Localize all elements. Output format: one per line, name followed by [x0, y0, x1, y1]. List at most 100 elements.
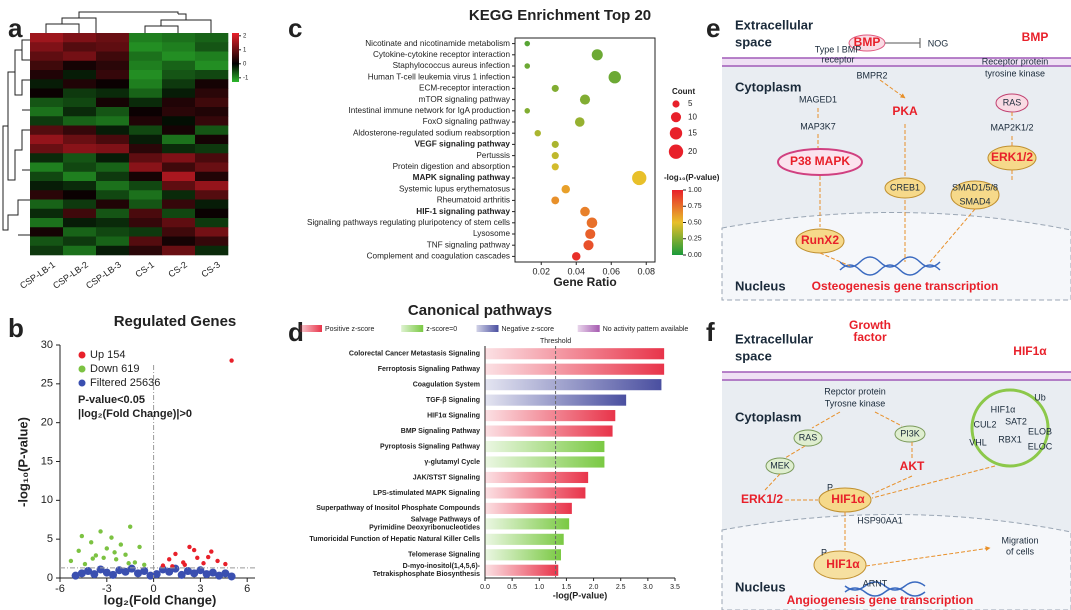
diagram-text: Ub — [1034, 392, 1046, 402]
heatmap-cell — [96, 218, 130, 228]
diagram-text: MAP3K7 — [800, 121, 836, 131]
y-tick-label: TGF-β Signaling — [426, 397, 480, 404]
heatmap-cell — [195, 236, 229, 247]
diagram-text: ERK1/2 — [991, 150, 1033, 164]
bar — [485, 348, 665, 360]
diagram-text: factor — [853, 330, 887, 344]
heatmap-cell — [195, 218, 229, 228]
diagram-text: BMP — [1022, 30, 1049, 44]
threshold-label: Threshold — [540, 338, 571, 345]
heatmap-cell — [30, 107, 64, 117]
heatmap-cell — [30, 218, 64, 228]
heatmap-cell — [63, 199, 97, 210]
diagram-text: ELOC — [1028, 441, 1053, 451]
y-tick-label: 25 — [41, 378, 53, 390]
heatmap-cell — [30, 134, 64, 145]
point — [127, 564, 136, 573]
x-tick-label: CS-1 — [133, 259, 156, 279]
heatmap-cell — [96, 70, 130, 80]
heatmap-cell — [129, 227, 163, 237]
point — [206, 554, 211, 560]
y-tick-label: Protein digestion and absorption — [393, 162, 511, 171]
heatmap-cell — [162, 218, 196, 228]
heatmap-cell — [96, 134, 130, 145]
legend-marker — [78, 351, 86, 359]
y-tick-label: LPS-stimulated MAPK Signaling — [373, 490, 480, 497]
point — [195, 555, 200, 561]
diagram-text: RBX1 — [998, 434, 1022, 444]
heatmap-cell — [195, 134, 229, 145]
y-tick-label: 0 — [47, 572, 53, 584]
diagram-text: AKT — [900, 459, 925, 473]
diagram-text: BMPR2 — [856, 70, 887, 80]
diagram-text: tyrosine kinase — [985, 68, 1045, 78]
heatmap-cell — [195, 181, 229, 191]
point — [167, 557, 172, 562]
panel-label: e — [706, 13, 720, 43]
diagram-text: Tyrosne kinase — [825, 398, 886, 408]
y-tick-label: 20 — [41, 417, 53, 429]
y-tick-label: Pyrimidine Deoxyribonucleotides — [369, 525, 480, 532]
bubble — [551, 196, 560, 205]
x-tick-label: 3.5 — [670, 584, 680, 591]
x-tick-label: CS-2 — [166, 259, 189, 279]
point — [76, 548, 81, 554]
diagram-text: Osteogenesis gene transcription — [812, 279, 999, 293]
point — [98, 529, 103, 534]
diagram-text: Nucleus — [735, 278, 786, 293]
diagram-text: BMP — [854, 35, 881, 49]
y-tick-label: γ-glutamyl Cycle — [424, 459, 480, 466]
panel-label: b — [8, 313, 24, 343]
heatmap-cell — [96, 181, 130, 191]
diagram-text: receptor — [821, 54, 854, 64]
heatmap-cell — [195, 107, 229, 117]
heatmap-cell — [162, 51, 196, 62]
heatmap-cell — [195, 51, 229, 62]
legend-bubble — [669, 127, 683, 140]
heatmap-cell — [96, 245, 130, 256]
diagram-text: NOG — [928, 38, 949, 48]
heatmap-cell — [63, 88, 97, 99]
y-tick-label: Telomerase Signaling — [408, 552, 480, 559]
annotation: P-value<0.05 — [78, 394, 145, 406]
heatmap-cell — [30, 190, 64, 200]
legend-label: No activity pattern available — [603, 326, 689, 333]
heatmap-cell — [63, 153, 97, 163]
heatmap-cell — [162, 190, 196, 200]
legend-label: Positive z-score — [325, 326, 375, 333]
bar — [485, 471, 589, 484]
point — [93, 553, 99, 558]
y-tick-label: Rheumatoid arthritis — [437, 196, 510, 205]
y-tick-label: ECM-receptor interaction — [419, 84, 510, 93]
colorbar-tick-label: 0.50 — [688, 219, 702, 226]
panel-label: a — [8, 13, 23, 43]
legend-marker — [78, 379, 86, 387]
heatmap-cell — [195, 153, 229, 163]
heatmap-cell — [129, 107, 163, 117]
heatmap-cell — [63, 51, 97, 62]
y-tick-label: D-myo-inositol(1,4,5,6)- — [403, 563, 481, 570]
bar — [485, 549, 561, 561]
y-tick-label: Coagulation System — [413, 382, 480, 389]
heatmap-cell — [96, 107, 130, 117]
point — [109, 535, 114, 540]
heatmap-cell — [30, 125, 64, 136]
heatmap-cell — [129, 199, 163, 210]
heatmap-cell — [195, 33, 229, 43]
y-tick-label: 10 — [41, 494, 53, 506]
heatmap-cell — [162, 199, 196, 210]
point — [102, 568, 111, 577]
colorbar-tick-label: -1 — [243, 75, 249, 81]
x-tick-label: 0.06 — [602, 266, 620, 276]
diagram-text: ARNT — [863, 578, 888, 588]
bar — [485, 425, 613, 437]
y-tick-label: Ferroptosis Signaling Pathway — [378, 366, 480, 373]
point — [82, 561, 88, 567]
colorbar-tick-label: 1 — [243, 47, 247, 53]
diagram-text: ERK1/2 — [741, 492, 783, 506]
point — [90, 556, 95, 561]
point — [112, 550, 117, 555]
point — [128, 524, 133, 529]
diagram-text: HSP90AA1 — [857, 515, 903, 525]
heatmap-cell — [96, 79, 130, 89]
